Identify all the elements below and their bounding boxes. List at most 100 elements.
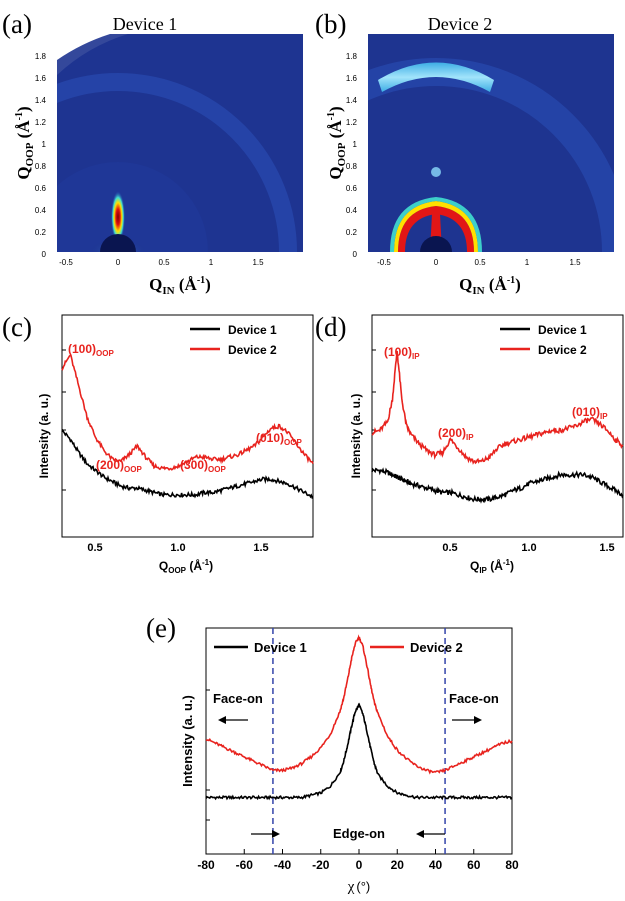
map-a-x-title: QIN (Å-1) xyxy=(149,275,211,297)
series-line-device-2 xyxy=(371,350,624,465)
svg-text:0: 0 xyxy=(116,258,121,267)
map-b-data-region xyxy=(368,34,614,252)
svg-text:1.4: 1.4 xyxy=(346,96,358,105)
x-tick-label: -60 xyxy=(236,858,254,872)
svg-text:Edge-on: Edge-on xyxy=(333,826,385,841)
map-b-x-title: QIN (Å-1) xyxy=(459,275,521,297)
svg-text:-0.5: -0.5 xyxy=(59,258,73,267)
x-tick-label: -40 xyxy=(274,858,292,872)
svg-text:1.0: 1.0 xyxy=(170,542,185,554)
x-tick-label: 20 xyxy=(391,858,405,872)
map-b-y-title: QOOP (Å-1) xyxy=(326,106,348,179)
svg-text:1: 1 xyxy=(209,258,214,267)
plot-e-series xyxy=(205,634,513,801)
face-on-left: Face-on xyxy=(213,691,263,724)
map-b-low-q-arc xyxy=(398,206,474,252)
peak-d-010: (010)IP xyxy=(572,405,608,421)
panel-a: (a) Device 1 0 0.2 0.4 0.6 0.8 1 1.2 1.4… xyxy=(2,9,303,297)
svg-text:1.6: 1.6 xyxy=(346,74,358,83)
svg-text:Device 1: Device 1 xyxy=(254,640,307,655)
peak-c-100: (100)OOP xyxy=(68,342,114,358)
series-line-device-1 xyxy=(61,428,314,500)
panel-label-b: (b) xyxy=(315,9,346,39)
series-line-device-1 xyxy=(371,467,624,504)
panel-label-a: (a) xyxy=(2,9,32,39)
map-a-ring xyxy=(57,73,297,252)
edge-on: Edge-on xyxy=(251,826,445,841)
svg-text:Device 2: Device 2 xyxy=(410,640,463,655)
svg-text:0: 0 xyxy=(353,250,358,259)
plot-d-series xyxy=(371,350,624,504)
map-b-ring xyxy=(378,62,494,92)
series-line-device-2 xyxy=(61,354,314,471)
plot-e-y-title: Intensity (a. u.) xyxy=(180,695,195,787)
svg-text:Device 1: Device 1 xyxy=(228,323,277,337)
map-a-title: Device 1 xyxy=(113,14,177,34)
series-line-device-1 xyxy=(205,702,513,801)
x-tick-label: 0 xyxy=(356,858,363,872)
panel-label-c: (c) xyxy=(2,312,32,342)
plot-d-x-title: QIP (Å-1) xyxy=(470,558,514,575)
plot-e-frame xyxy=(205,627,513,855)
x-tick-label: 60 xyxy=(467,858,481,872)
legend-e: Device 1 Device 2 xyxy=(214,640,463,655)
peak-d-100: (100)IP xyxy=(384,345,420,361)
svg-text:0.6: 0.6 xyxy=(35,184,47,193)
series-line-device-2 xyxy=(205,634,513,775)
panel-label-d: (d) xyxy=(315,312,346,342)
panel-label-e: (e) xyxy=(146,613,176,643)
svg-text:Device 1: Device 1 xyxy=(538,323,587,337)
svg-text:0.4: 0.4 xyxy=(346,206,358,215)
svg-text:0.2: 0.2 xyxy=(35,228,47,237)
legend-c: Device 1 Device 2 xyxy=(190,323,277,357)
svg-text:0.4: 0.4 xyxy=(35,206,47,215)
face-on-right: Face-on xyxy=(449,691,499,724)
svg-text:1.5: 1.5 xyxy=(252,258,264,267)
svg-text:1.5: 1.5 xyxy=(599,542,614,554)
plot-c-series xyxy=(61,354,314,500)
x-tick-label: 40 xyxy=(429,858,443,872)
svg-text:1.5: 1.5 xyxy=(569,258,581,267)
x-tick-label: 80 xyxy=(505,858,519,872)
plot-d-y-title: Intensity (a. u.) xyxy=(349,394,363,479)
svg-text:1.2: 1.2 xyxy=(35,118,47,127)
panel-c: (c) Device 1 Device 2 (100)OOP (200)OOP … xyxy=(2,312,314,575)
svg-text:1: 1 xyxy=(353,140,358,149)
svg-text:-0.5: -0.5 xyxy=(377,258,391,267)
svg-text:0.5: 0.5 xyxy=(474,258,486,267)
svg-text:0.8: 0.8 xyxy=(35,162,47,171)
map-b-title: Device 2 xyxy=(428,14,492,34)
plot-c-frame xyxy=(61,314,314,538)
plot-c-y-title: Intensity (a. u.) xyxy=(37,394,51,479)
svg-text:Device 2: Device 2 xyxy=(538,343,587,357)
svg-text:0.2: 0.2 xyxy=(346,228,358,237)
svg-text:Face-on: Face-on xyxy=(449,691,499,706)
x-tick-label: -80 xyxy=(197,858,215,872)
peak-c-300: (300)OOP xyxy=(180,458,226,474)
svg-text:0.5: 0.5 xyxy=(87,542,102,554)
x-tick-label: -20 xyxy=(312,858,330,872)
svg-text:1.2: 1.2 xyxy=(346,118,358,127)
panel-e: (e) Device 1 Device 2 Face-on Face-on E xyxy=(146,613,519,895)
svg-text:0.5: 0.5 xyxy=(158,258,170,267)
legend-d: Device 1 Device 2 xyxy=(500,323,587,357)
svg-text:1.4: 1.4 xyxy=(35,96,47,105)
plot-d-frame xyxy=(371,314,624,538)
svg-text:1.8: 1.8 xyxy=(346,52,358,61)
svg-text:0: 0 xyxy=(434,258,439,267)
svg-text:0.5: 0.5 xyxy=(442,542,457,554)
map-b-weak-spot xyxy=(431,167,441,177)
plot-e-x-title: χ (°) xyxy=(347,879,371,895)
plot-c-x-title: QOOP (Å-1) xyxy=(159,558,213,575)
svg-text:1.8: 1.8 xyxy=(35,52,47,61)
plot-e-x-ticks: -80 -60 -40 -20 0 20 40 60 80 xyxy=(197,849,519,872)
svg-text:Face-on: Face-on xyxy=(213,691,263,706)
svg-text:Device 2: Device 2 xyxy=(228,343,277,357)
svg-text:0.6: 0.6 xyxy=(346,184,358,193)
svg-text:1.5: 1.5 xyxy=(253,542,268,554)
panel-b: (b) Device 2 0 0.2 0.4 0.6 0.8 1 1.2 1.4… xyxy=(315,9,614,297)
peak-c-200: (200)OOP xyxy=(96,458,142,474)
svg-text:0.8: 0.8 xyxy=(346,162,358,171)
svg-text:1: 1 xyxy=(42,140,47,149)
